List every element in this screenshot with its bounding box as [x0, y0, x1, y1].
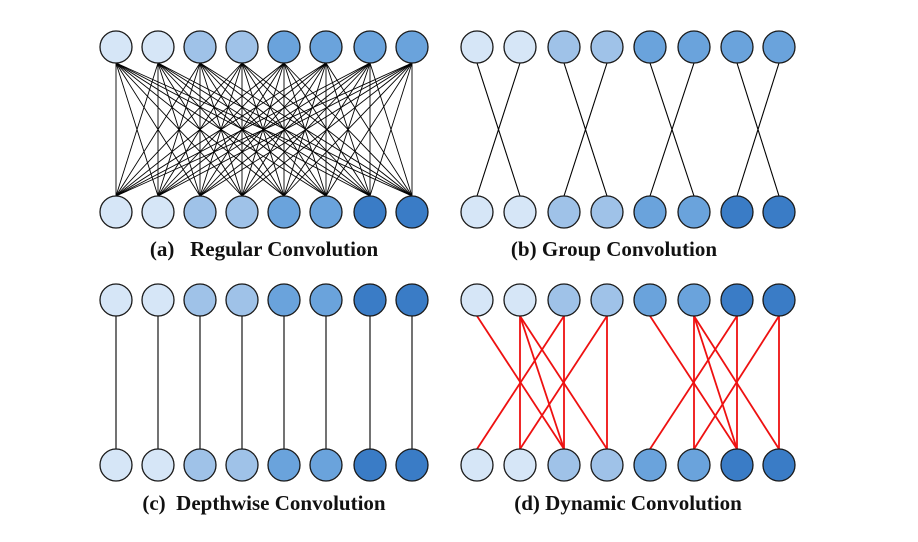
group-input-node-4	[633, 30, 667, 64]
regular-edge-5-0	[115, 62, 327, 197]
depthwise-output-node-5	[309, 448, 343, 482]
dynamic-output-node-3	[590, 448, 624, 482]
regular-input-node-2	[183, 30, 217, 64]
regular-edge-6-0	[115, 62, 371, 197]
group-output-node-0	[460, 195, 494, 229]
regular-input-node-6	[353, 30, 387, 64]
depthwise-input-node-3	[225, 283, 259, 317]
group-input-node-0	[460, 30, 494, 64]
dynamic-output-node-2	[547, 448, 581, 482]
regular-output-node-7	[395, 195, 429, 229]
depthwise-output-node-6	[353, 448, 387, 482]
dynamic-edge-5-6	[693, 315, 738, 450]
panel-group-convolution: (b) Group Convolution	[460, 30, 796, 261]
depthwise-output-node-3	[225, 448, 259, 482]
regular-output-node-3	[225, 195, 259, 229]
panel-regular-convolution: (a) Regular Convolution	[99, 30, 429, 261]
group-output-node-5	[677, 195, 711, 229]
group-input-node-3	[590, 30, 624, 64]
regular-edge-5-1	[157, 62, 327, 197]
regular-input-node-7	[395, 30, 429, 64]
group-edge-3-2	[563, 62, 608, 197]
dynamic-edge-7-5	[693, 315, 780, 450]
caption-dynamic-convolution: (d) Dynamic Convolution	[514, 491, 742, 515]
regular-input-node-0	[99, 30, 133, 64]
regular-edge-7-5	[325, 62, 413, 197]
dynamic-input-node-2	[547, 283, 581, 317]
regular-edge-7-2	[199, 62, 413, 197]
regular-edge-7-1	[157, 62, 413, 197]
regular-output-node-4	[267, 195, 301, 229]
panel-dynamic-convolution: (d) Dynamic Convolution	[460, 283, 796, 515]
group-input-node-5	[677, 30, 711, 64]
caption-group-convolution: (b) Group Convolution	[511, 237, 717, 261]
depthwise-output-node-2	[183, 448, 217, 482]
dynamic-edge-3-1	[519, 315, 608, 450]
panel-depthwise-convolution: (c) Depthwise Convolution	[99, 283, 429, 515]
regular-edge-5-4	[283, 62, 327, 197]
caption-regular-convolution: (a) Regular Convolution	[150, 237, 379, 261]
depthwise-output-node-1	[141, 448, 175, 482]
dynamic-edge-1-2	[519, 315, 565, 450]
regular-edge-7-3	[241, 62, 413, 197]
group-output-node-3	[590, 195, 624, 229]
regular-input-node-1	[141, 30, 175, 64]
dynamic-input-node-5	[677, 283, 711, 317]
dynamic-input-node-6	[720, 283, 754, 317]
regular-edge-7-4	[283, 62, 413, 197]
regular-output-node-1	[141, 195, 175, 229]
depthwise-input-node-7	[395, 283, 429, 317]
regular-input-node-5	[309, 30, 343, 64]
depthwise-input-node-5	[309, 283, 343, 317]
group-edge-7-6	[736, 62, 780, 197]
dynamic-output-node-1	[503, 448, 537, 482]
regular-edge-7-6	[369, 62, 413, 197]
group-input-node-2	[547, 30, 581, 64]
depthwise-output-node-7	[395, 448, 429, 482]
depthwise-input-node-1	[141, 283, 175, 317]
group-output-node-4	[633, 195, 667, 229]
depthwise-input-node-2	[183, 283, 217, 317]
dynamic-input-node-7	[762, 283, 796, 317]
caption-depthwise-convolution: (c) Depthwise Convolution	[142, 491, 386, 515]
group-output-node-7	[762, 195, 796, 229]
group-edge-5-4	[649, 62, 695, 197]
regular-output-node-2	[183, 195, 217, 229]
dynamic-output-node-7	[762, 448, 796, 482]
dynamic-input-node-1	[503, 283, 537, 317]
depthwise-input-node-6	[353, 283, 387, 317]
depthwise-output-node-4	[267, 448, 301, 482]
group-edge-1-0	[476, 62, 521, 197]
regular-output-node-0	[99, 195, 133, 229]
regular-edge-7-0	[115, 62, 413, 197]
dynamic-input-node-4	[633, 283, 667, 317]
dynamic-input-node-3	[590, 283, 624, 317]
regular-edge-2-0	[115, 62, 201, 197]
regular-edge-3-0	[115, 62, 243, 197]
group-output-node-2	[547, 195, 581, 229]
dynamic-input-node-0	[460, 283, 494, 317]
group-output-node-6	[720, 195, 754, 229]
regular-input-node-4	[267, 30, 301, 64]
regular-edge-1-0	[115, 62, 159, 197]
dynamic-output-node-5	[677, 448, 711, 482]
regular-output-node-6	[353, 195, 387, 229]
dynamic-output-node-6	[720, 448, 754, 482]
group-output-node-1	[503, 195, 537, 229]
regular-input-node-3	[225, 30, 259, 64]
dynamic-output-node-4	[633, 448, 667, 482]
group-input-node-6	[720, 30, 754, 64]
depthwise-input-node-4	[267, 283, 301, 317]
regular-edge-5-3	[241, 62, 327, 197]
regular-output-node-5	[309, 195, 343, 229]
depthwise-input-node-0	[99, 283, 133, 317]
group-input-node-1	[503, 30, 537, 64]
depthwise-output-node-0	[99, 448, 133, 482]
regular-edge-4-0	[115, 62, 285, 197]
group-input-node-7	[762, 30, 796, 64]
dynamic-output-node-0	[460, 448, 494, 482]
